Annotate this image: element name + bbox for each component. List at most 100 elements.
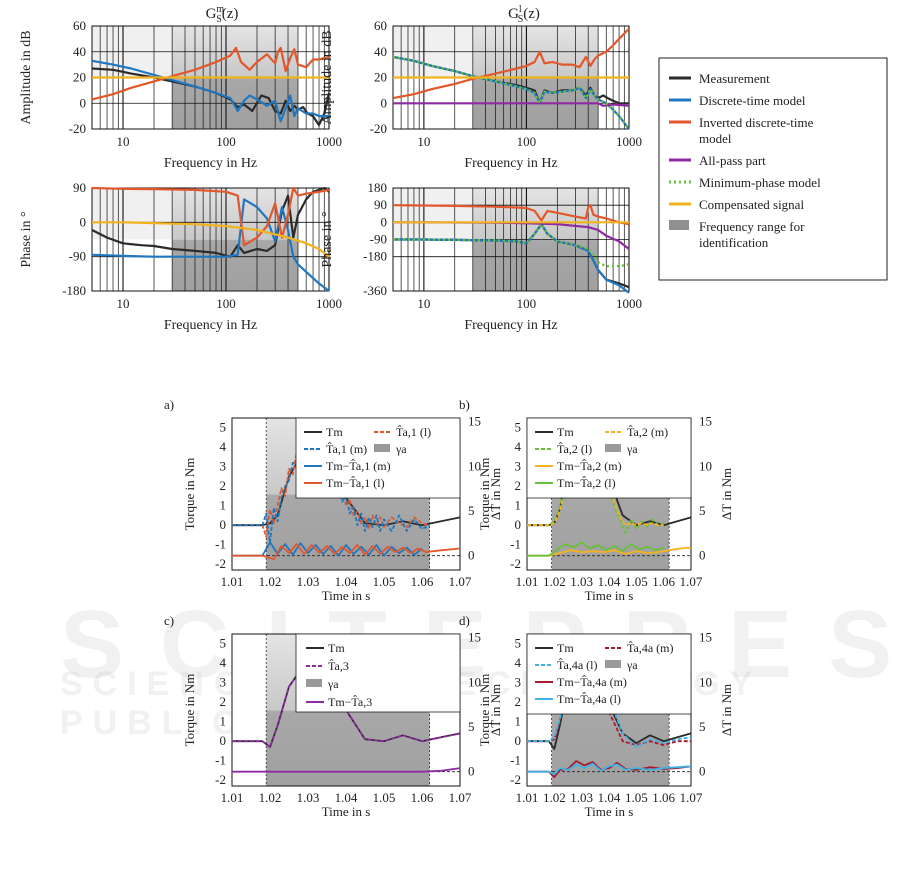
x-tick-label: 1.03 xyxy=(570,574,593,589)
x-axis-label: Frequency in Hz xyxy=(464,318,557,333)
y-tick-label: -90 xyxy=(69,249,86,264)
x-tick-label: 1.06 xyxy=(411,574,434,589)
y-tick-label: 4 xyxy=(515,655,522,670)
x-tick-label: 1000 xyxy=(316,296,342,311)
chart-time_c: 1.01 1.02 1.03 1.04 1.05 1.06 1.07 -2 -1 0 1 2 3 4 5 0 5… xyxy=(164,613,503,819)
y2-axis-label: ΔT in Nm xyxy=(488,684,503,736)
legend-label: T̂a,3 xyxy=(328,659,349,673)
legend-label: identification xyxy=(699,235,769,250)
legend-label: γa xyxy=(626,442,638,456)
y2-tick-label: 0 xyxy=(699,548,706,563)
y-tick-label: 4 xyxy=(220,439,227,454)
x-tick-label: 1.03 xyxy=(297,790,320,805)
title-left: Gm S(z) xyxy=(206,4,239,25)
legend-label: Tm xyxy=(557,425,574,439)
y-tick-label: 3 xyxy=(220,675,227,690)
y-axis-label: Torque in Nm xyxy=(182,674,197,747)
series-line xyxy=(392,27,630,100)
legend-label: T̂a,4a (m) xyxy=(627,641,673,655)
x-tick-label: 1.04 xyxy=(335,574,358,589)
x-tick-label: 100 xyxy=(216,134,236,149)
x-tick-label: 1.06 xyxy=(411,790,434,805)
x-axis-label: Frequency in Hz xyxy=(164,318,257,333)
y-tick-label: -20 xyxy=(370,121,387,136)
x-tick-label: 1000 xyxy=(616,134,642,149)
legend-label: T̂a,4a (l) xyxy=(557,658,597,672)
y2-tick-label: 10 xyxy=(699,458,712,473)
x-tick-label: 100 xyxy=(216,296,236,311)
panel-legend-frame xyxy=(295,633,461,713)
y-tick-label: -180 xyxy=(363,249,387,264)
legend-frame xyxy=(658,57,888,281)
x-tick-label: 1.04 xyxy=(335,790,358,805)
y-tick-label: 3 xyxy=(515,675,522,690)
legend-label: Tm xyxy=(557,641,574,655)
plot-frame xyxy=(91,187,330,292)
legend-label: Tm−T̂a,1 (l) xyxy=(326,476,385,490)
x-tick-label: 10 xyxy=(417,134,430,149)
y-tick-label: 5 xyxy=(515,420,522,435)
x-axis-label: Time in s xyxy=(585,588,634,603)
y-tick-label: 5 xyxy=(220,636,227,651)
chart-amp_m: 10 100 1000 -20 0 20 40 60 Frequency in Hz Amplit… xyxy=(19,18,342,171)
legend-label: Compensated signal xyxy=(699,197,804,212)
legend-label: Tm xyxy=(326,425,343,439)
x-tick-label: 1.05 xyxy=(373,790,396,805)
x-tick-label: 1.04 xyxy=(598,790,621,805)
y-tick-label: 180 xyxy=(368,180,388,195)
legend-label: T̂a,2 (l) xyxy=(557,442,592,456)
x-tick-label: 10 xyxy=(417,296,430,311)
y-tick-label: 5 xyxy=(220,420,227,435)
y-axis-label: Amplitude in dB xyxy=(320,30,335,124)
series-line xyxy=(527,762,692,776)
legend-label: Tm−T̂a,2 (m) xyxy=(557,459,622,473)
y-tick-label: -180 xyxy=(62,283,86,298)
y-tick-label: 90 xyxy=(73,180,86,195)
x-axis-label: Frequency in Hz xyxy=(464,156,557,171)
legend-label: Tm−T̂a,4a (l) xyxy=(557,692,621,706)
y2-tick-label: 0 xyxy=(699,764,706,779)
legend-swatch-shade xyxy=(306,679,322,687)
series-line xyxy=(91,186,330,258)
y-axis-label: Phase in ° xyxy=(320,211,335,267)
shade-left-light xyxy=(393,188,473,240)
x-tick-label: 10 xyxy=(117,134,130,149)
y2-tick-label: 10 xyxy=(468,458,481,473)
y2-tick-label: 0 xyxy=(468,764,475,779)
x-axis-label: Time in s xyxy=(322,588,371,603)
x-tick-label: 1000 xyxy=(616,296,642,311)
y-tick-label: 1 xyxy=(515,498,522,513)
chart-amp_l: 10 100 1000 -20 0 20 40 60 Frequency in Hz Amplit… xyxy=(320,18,642,171)
x-axis-label: Frequency in Hz xyxy=(164,156,257,171)
x-axis-label: Time in s xyxy=(322,804,371,819)
y2-tick-label: 0 xyxy=(468,548,475,563)
y-tick-label: 0 xyxy=(80,95,87,110)
x-tick-label: 1.04 xyxy=(598,574,621,589)
legend-label: Tm−T̂a,4a (m) xyxy=(557,675,627,689)
x-tick-label: 1000 xyxy=(316,134,342,149)
legend-label: Tm−T̂a,3 xyxy=(328,695,372,709)
y2-tick-label: 5 xyxy=(468,719,475,734)
y-tick-label: -20 xyxy=(69,121,86,136)
y-tick-label: 0 xyxy=(381,95,388,110)
x-tick-label: 1.05 xyxy=(625,574,648,589)
x-tick-label: 1.03 xyxy=(570,790,593,805)
series-line xyxy=(392,55,630,130)
legend-label: All-pass part xyxy=(699,153,766,168)
series-line xyxy=(91,198,330,292)
x-tick-label: 100 xyxy=(517,296,537,311)
y-axis-label: Amplitude in dB xyxy=(19,30,34,124)
panel-label: d) xyxy=(459,613,470,628)
y-tick-label: -90 xyxy=(370,232,387,247)
x-tick-label: 1.03 xyxy=(297,574,320,589)
y-tick-label: -360 xyxy=(363,283,387,298)
legend-label: Inverted discrete-time xyxy=(699,115,814,130)
y-tick-label: 5 xyxy=(515,636,522,651)
panel-label: a) xyxy=(164,397,174,412)
y2-tick-label: 5 xyxy=(699,719,706,734)
x-tick-label: 1.01 xyxy=(516,790,539,805)
y-tick-label: -1 xyxy=(215,537,226,552)
chart-time_b: 1.01 1.02 1.03 1.04 1.05 1.06 1.07 -2 -1 0 1 2 3 4 5 0 5… xyxy=(459,397,734,603)
x-tick-label: 1.01 xyxy=(516,574,539,589)
y-tick-label: 0 xyxy=(220,733,227,748)
